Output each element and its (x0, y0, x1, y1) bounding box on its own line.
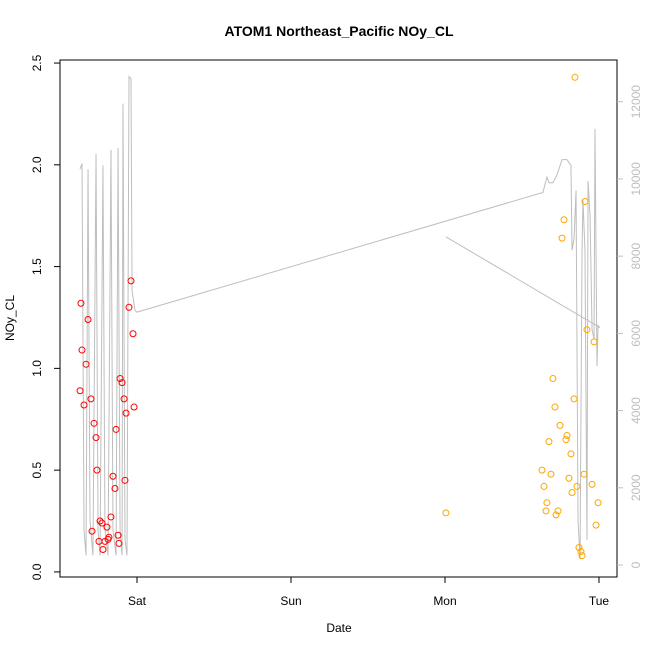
point (112, 425, 120, 433)
y2-tick-label: 0 (629, 561, 643, 568)
point (543, 499, 551, 507)
point (580, 470, 588, 478)
y2-tick-label: 6000 (629, 320, 643, 347)
y2-tick-label: 12000 (629, 85, 643, 119)
point (105, 533, 113, 541)
point (538, 466, 546, 474)
point (82, 360, 90, 368)
x-tick-label: Sat (128, 594, 147, 608)
point (594, 499, 602, 507)
point (583, 326, 591, 334)
point (442, 509, 450, 517)
point (565, 474, 573, 482)
y-tick-label: 1.5 (30, 258, 44, 275)
x-tick-label: Sun (280, 594, 301, 608)
point (560, 216, 568, 224)
point (562, 436, 570, 444)
point (575, 543, 583, 551)
y-tick-label: 0.5 (30, 461, 44, 478)
y2-tick-label: 10000 (629, 162, 643, 196)
y2-tick-label: 4000 (629, 397, 643, 424)
point (121, 476, 129, 484)
point (540, 482, 548, 490)
point (130, 403, 138, 411)
y-tick-label: 1.0 (30, 360, 44, 377)
point (92, 434, 100, 442)
point (567, 450, 575, 458)
y-tick-label: 2.0 (30, 156, 44, 173)
point (120, 395, 128, 403)
y-axis-label: NOy_CL (3, 295, 17, 341)
point (590, 338, 598, 346)
x-axis-label: Date (326, 621, 352, 635)
chart-title: ATOM1 Northeast_Pacific NOy_CL (225, 23, 454, 39)
point (84, 316, 92, 324)
point (98, 519, 106, 527)
point (80, 401, 88, 409)
point (90, 419, 98, 427)
point (577, 548, 585, 556)
point (556, 421, 564, 429)
y2-tick-label: 2000 (629, 474, 643, 501)
point (127, 277, 135, 285)
point (88, 527, 96, 535)
point (581, 197, 589, 205)
point (554, 507, 562, 515)
x-tick-label: Mon (433, 594, 456, 608)
point (573, 482, 581, 490)
point (571, 73, 579, 81)
point (552, 511, 560, 519)
point (78, 346, 86, 354)
point (551, 403, 559, 411)
point (111, 484, 119, 492)
point (125, 303, 133, 311)
point (558, 234, 566, 242)
point (109, 472, 117, 480)
altitude-line (79, 75, 601, 560)
point (99, 546, 107, 554)
point (96, 517, 104, 525)
point (122, 409, 130, 417)
y2-tick-label: 8000 (629, 242, 643, 269)
point (114, 531, 122, 539)
point (563, 432, 571, 440)
point (592, 521, 600, 529)
point (545, 438, 553, 446)
point (542, 507, 550, 515)
point (103, 523, 111, 531)
point (549, 375, 557, 383)
point (129, 330, 137, 338)
point (87, 395, 95, 403)
point (588, 480, 596, 488)
plot-frame (59, 59, 618, 578)
point (547, 470, 555, 478)
point (570, 395, 578, 403)
y-tick-label: 0.0 (30, 563, 44, 580)
point (568, 489, 576, 497)
point (115, 539, 123, 547)
point (116, 375, 124, 383)
x-tick-label: Tue (589, 594, 610, 608)
point (107, 513, 115, 521)
y-tick-label: 2.5 (30, 54, 44, 71)
point (118, 379, 126, 387)
point (77, 299, 85, 307)
point (578, 552, 586, 560)
point (76, 387, 84, 395)
point (93, 466, 101, 474)
